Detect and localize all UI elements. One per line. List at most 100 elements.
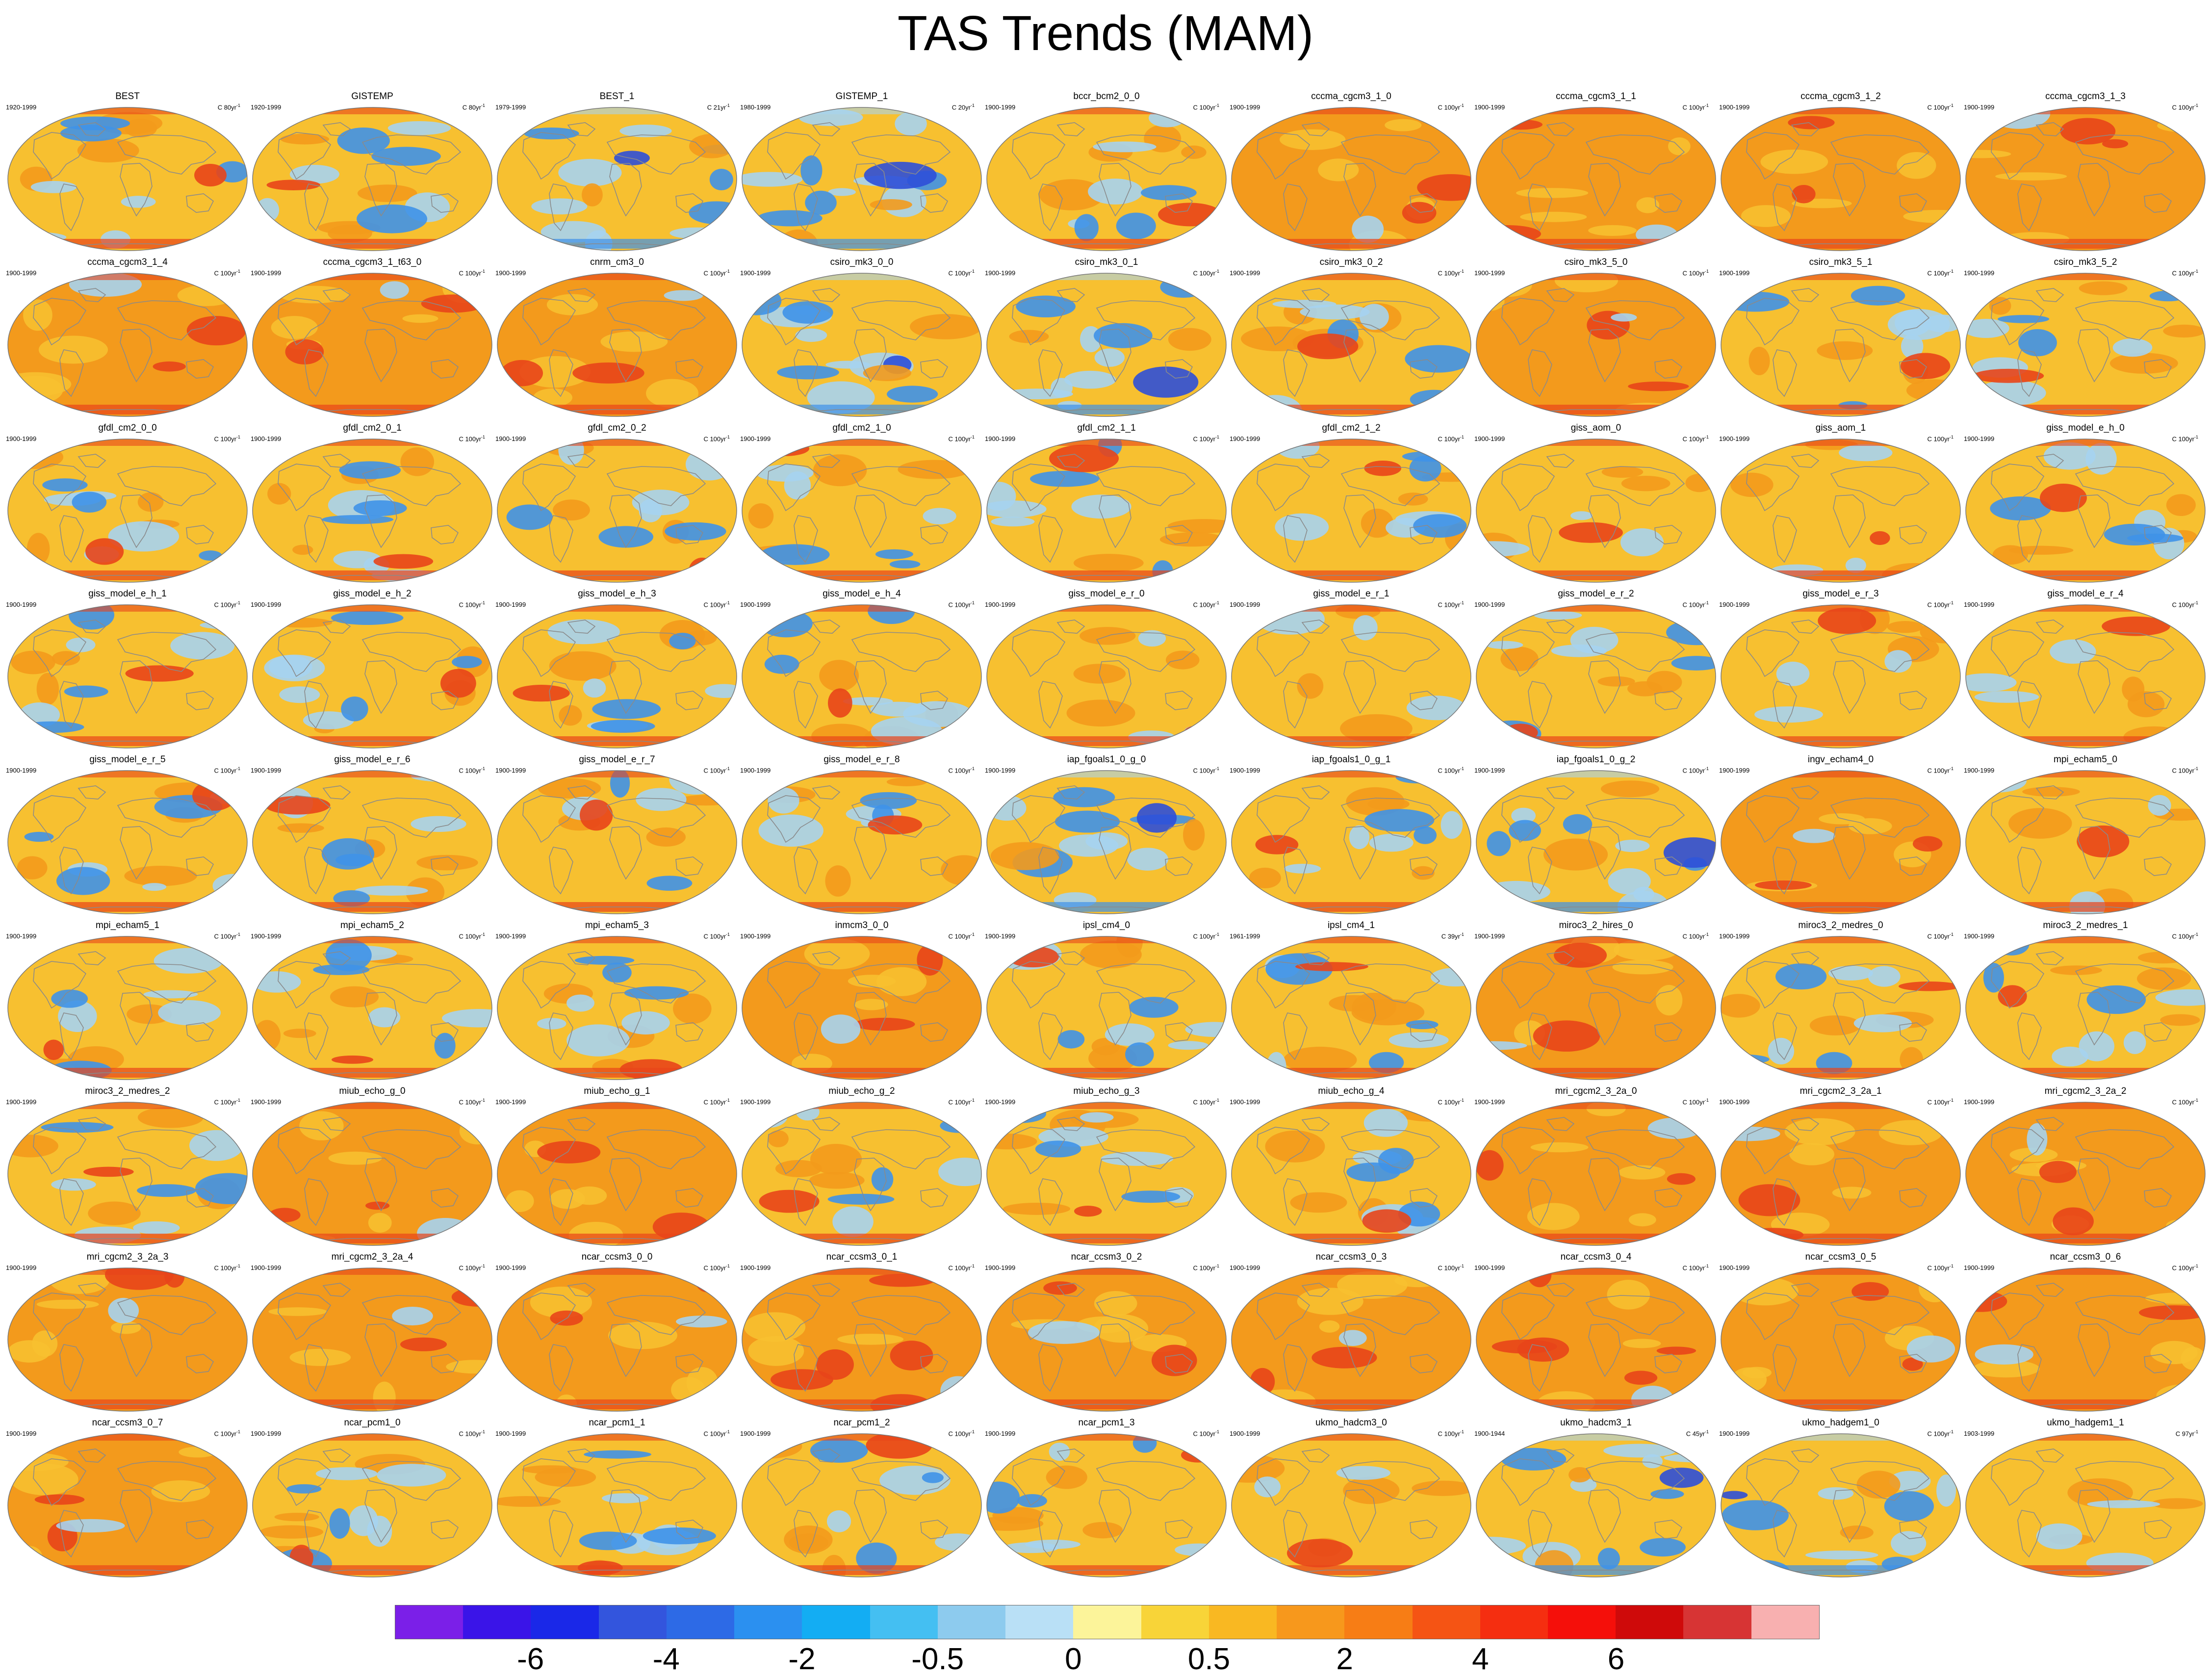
arctic-band [1532,771,1660,777]
colorbar-box [1480,1605,1548,1639]
coastline [1546,122,1575,136]
panel-units-exponent: -1 [2194,435,2198,439]
coastline [1833,1489,1866,1543]
trend-anomaly [922,1472,944,1483]
trend-anomaly [2079,1031,2114,1061]
trend-base [1721,439,1960,582]
trend-anomaly [870,199,912,210]
panel-period: 1900-1999 [6,269,37,277]
panel-title: ncar_ccsm3_0_1 [826,1252,898,1262]
trend-anomaly [124,866,197,886]
map-panel: ncar_ccsm3_0_5 1900-1999 C 100yr-1 [1718,1251,1963,1418]
coastline [851,798,951,838]
map-frame [7,936,248,1080]
map-frame [1721,1267,1961,1412]
panel-period: 1900-1999 [251,1264,282,1271]
coastline [1056,122,1085,136]
trend-anomaly [1828,965,1873,981]
coastline [77,951,106,965]
coastline [1283,1012,1308,1060]
coastline [1991,795,2045,843]
robinson-map [7,273,248,417]
panel-units-text: C 45yr [1686,1430,1705,1438]
coastline [117,798,217,838]
panel-units-exponent: -1 [236,766,240,771]
map-frame [986,604,1227,749]
coastline [567,951,596,965]
map-panel: cccma_cgcm3_1_2 1900-1999 C 100yr-1 [1718,91,1963,258]
coastline [1588,494,1621,548]
trend-anomaly [537,1018,566,1030]
trend-anomaly [821,1014,861,1044]
robinson-map [1721,1267,1961,1412]
coastline [1501,464,1555,512]
coastline [1746,795,1800,843]
coastline [2017,515,2042,563]
coastline [364,494,397,548]
trend-base [1966,1268,2205,1411]
trend-anomaly [854,999,888,1010]
panel-units-text: C 100yr [703,1098,726,1106]
map-panel: gfdl_cm2_0_2 1900-1999 C 100yr-1 [494,422,740,589]
panel-units-exponent: -1 [1460,1429,1464,1434]
trend-anomaly [137,492,164,512]
coastline [675,1354,704,1373]
robinson-map [1476,936,1716,1080]
map-frame [1231,107,1471,251]
map-frame [1231,273,1471,417]
map-panel: gfdl_cm2_0_0 1900-1999 C 100yr-1 [5,422,250,589]
trend-anomaly [1656,1346,1697,1355]
arctic-band [2022,439,2149,446]
map-panel: giss_model_e_r_5 1900-1999 C 100yr-1 [5,754,250,921]
coastline [117,1461,217,1501]
trend-anomaly [1066,699,1135,727]
colorbar-box [1616,1605,1684,1639]
trend-anomaly [17,856,48,879]
panel-units: C 97yr-1 [2176,1428,2198,1438]
trend-anomaly [646,827,686,847]
coastline [59,183,84,232]
trend-anomaly [32,1330,58,1357]
panel-period: 1900-1999 [1719,601,1750,608]
trend-anomaly [1732,1277,1799,1306]
coastline [361,466,462,506]
trend-anomaly [1362,1209,1412,1233]
coastline [1746,961,1800,1009]
panel-units-text: C 100yr [214,1264,236,1272]
trend-anomaly [1184,725,1220,736]
coastline [854,163,887,217]
trend-anomaly [624,986,689,1000]
panel-title: gfdl_cm2_0_2 [588,423,646,433]
robinson-map [1965,1267,2206,1412]
map-panel: ncar_ccsm3_0_1 1900-1999 C 100yr-1 [739,1251,984,1418]
trend-anomaly [153,361,186,372]
coastline [2017,847,2042,895]
trend-anomaly [24,831,54,842]
map-panel: ncar_ccsm3_0_2 1900-1999 C 100yr-1 [984,1251,1229,1418]
coastline [1038,1012,1063,1060]
trend-anomaly [1789,1143,1834,1165]
panel-units-exponent: -1 [236,435,240,439]
trend-anomaly [608,1321,678,1349]
map-frame [1721,439,1961,583]
arctic-band [1043,439,1170,446]
trend-anomaly [2036,1523,2082,1550]
panel-period: 1900-1999 [1719,1430,1750,1437]
coastline [1833,1323,1866,1377]
coastline [186,525,214,544]
map-frame [7,770,248,914]
panel-units-exponent: -1 [970,1098,975,1103]
coastline [1301,1117,1330,1131]
trend-anomaly [1346,1163,1401,1182]
trend-anomaly [83,1166,134,1177]
trend-anomaly [267,483,291,505]
panel-units: C 100yr-1 [1193,599,1219,609]
panel-units-text: C 100yr [214,435,236,443]
trend-anomaly [1336,1466,1390,1480]
map-frame [742,1102,982,1246]
trend-anomaly [506,504,553,530]
panel-units: C 100yr-1 [1438,1262,1464,1272]
robinson-map [1721,1102,1961,1246]
map-panel: ncar_pcm1_0 1900-1999 C 100yr-1 [250,1417,495,1584]
trend-anomaly [771,1369,834,1390]
